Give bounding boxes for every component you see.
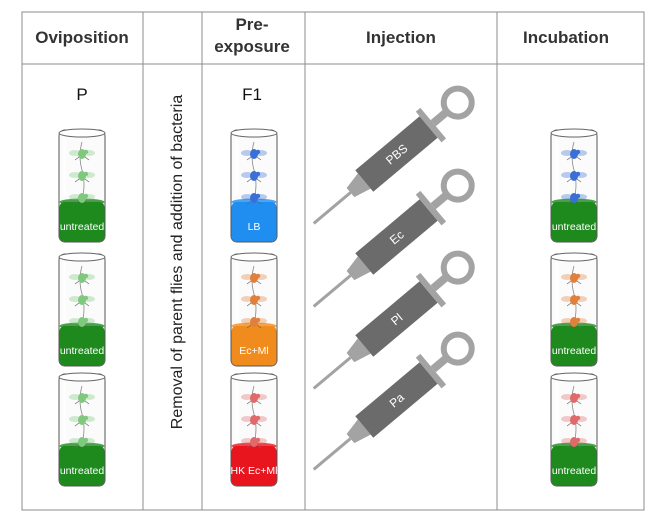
incubation-vial-3: untreated bbox=[550, 372, 598, 487]
pre-exposure-fly bbox=[241, 437, 267, 449]
oviposition-vial-label: untreated bbox=[60, 345, 105, 357]
table-border bbox=[21, 11, 645, 511]
pre-exposure-fly bbox=[241, 193, 267, 205]
pre-exposure-vial-label: LB bbox=[248, 221, 261, 233]
oviposition-vial-2: untreated bbox=[58, 252, 106, 367]
pre-exposure-vial-1: LB bbox=[230, 128, 278, 243]
pre-exposure-vials: LB Ec+Ml HK Ec+Ml bbox=[230, 128, 278, 487]
pre-exposure-fly bbox=[241, 295, 267, 307]
generation-label-f1: F1 bbox=[242, 85, 262, 104]
table-frame bbox=[21, 11, 645, 511]
incubation-fly bbox=[561, 273, 587, 285]
pre-exposure-vial-medium bbox=[231, 326, 277, 366]
syringe-4: Pa bbox=[312, 331, 475, 471]
oviposition-fly bbox=[69, 317, 95, 329]
incubation-vial-label: untreated bbox=[552, 221, 597, 233]
pre-exposure-vial-label: Ec+Ml bbox=[239, 345, 268, 357]
pre-exposure-vial-3: HK Ec+Ml bbox=[230, 372, 278, 487]
header-injection: Injection bbox=[366, 28, 436, 47]
oviposition-fly bbox=[69, 149, 95, 161]
header-pre-exposure-line1: Pre- bbox=[235, 15, 268, 34]
oviposition-fly bbox=[69, 171, 95, 183]
incubation-fly bbox=[561, 437, 587, 449]
incubation-vial-1: untreated bbox=[550, 128, 598, 243]
oviposition-fly bbox=[69, 295, 95, 307]
pre-exposure-vial-medium bbox=[231, 202, 277, 242]
oviposition-fly bbox=[69, 193, 95, 205]
oviposition-vial-medium bbox=[59, 326, 105, 366]
incubation-vial-medium bbox=[551, 326, 597, 366]
oviposition-vial-1: untreated bbox=[58, 128, 106, 243]
syringe-3: Pl bbox=[312, 250, 475, 390]
oviposition-fly bbox=[69, 273, 95, 285]
pre-exposure-fly bbox=[241, 171, 267, 183]
incubation-fly bbox=[561, 393, 587, 405]
incubation-fly bbox=[561, 171, 587, 183]
incubation-fly bbox=[561, 149, 587, 161]
oviposition-vial-3: untreated bbox=[58, 372, 106, 487]
incubation-vial-2: untreated bbox=[550, 252, 598, 367]
incubation-vial-medium bbox=[551, 202, 597, 242]
pre-exposure-fly bbox=[241, 317, 267, 329]
pre-exposure-vial-medium bbox=[231, 446, 277, 486]
incubation-vial-label: untreated bbox=[552, 465, 597, 477]
removal-label: Removal of parent flies and addition of … bbox=[169, 95, 186, 430]
incubation-vial-medium bbox=[551, 446, 597, 486]
pre-exposure-vial-label: HK Ec+Ml bbox=[231, 465, 278, 477]
pre-exposure-fly bbox=[241, 393, 267, 405]
incubation-vials: untreated untreated untreated bbox=[550, 128, 598, 487]
oviposition-vial-medium bbox=[59, 446, 105, 486]
oviposition-vial-label: untreated bbox=[60, 465, 105, 477]
incubation-fly bbox=[561, 415, 587, 427]
syringe-label: Ec bbox=[387, 228, 407, 248]
incubation-fly bbox=[561, 295, 587, 307]
oviposition-vial-label: untreated bbox=[60, 221, 105, 233]
syringe-1: PBS bbox=[312, 85, 475, 225]
syringe-2: Ec bbox=[312, 168, 475, 308]
pre-exposure-fly bbox=[241, 415, 267, 427]
incubation-fly bbox=[561, 317, 587, 329]
generation-label-p: P bbox=[76, 85, 87, 104]
incubation-vial-label: untreated bbox=[552, 345, 597, 357]
oviposition-fly bbox=[69, 393, 95, 405]
header-incubation: Incubation bbox=[523, 28, 609, 47]
oviposition-vial-medium bbox=[59, 202, 105, 242]
pre-exposure-fly bbox=[241, 273, 267, 285]
pre-exposure-vial-2: Ec+Ml bbox=[230, 252, 278, 367]
header-pre-exposure-line2: exposure bbox=[214, 37, 290, 56]
incubation-fly bbox=[561, 193, 587, 205]
pre-exposure-fly bbox=[241, 149, 267, 161]
oviposition-fly bbox=[69, 437, 95, 449]
oviposition-vials: untreated untreated untreated bbox=[58, 128, 106, 487]
oviposition-fly bbox=[69, 415, 95, 427]
header-oviposition: Oviposition bbox=[35, 28, 129, 47]
